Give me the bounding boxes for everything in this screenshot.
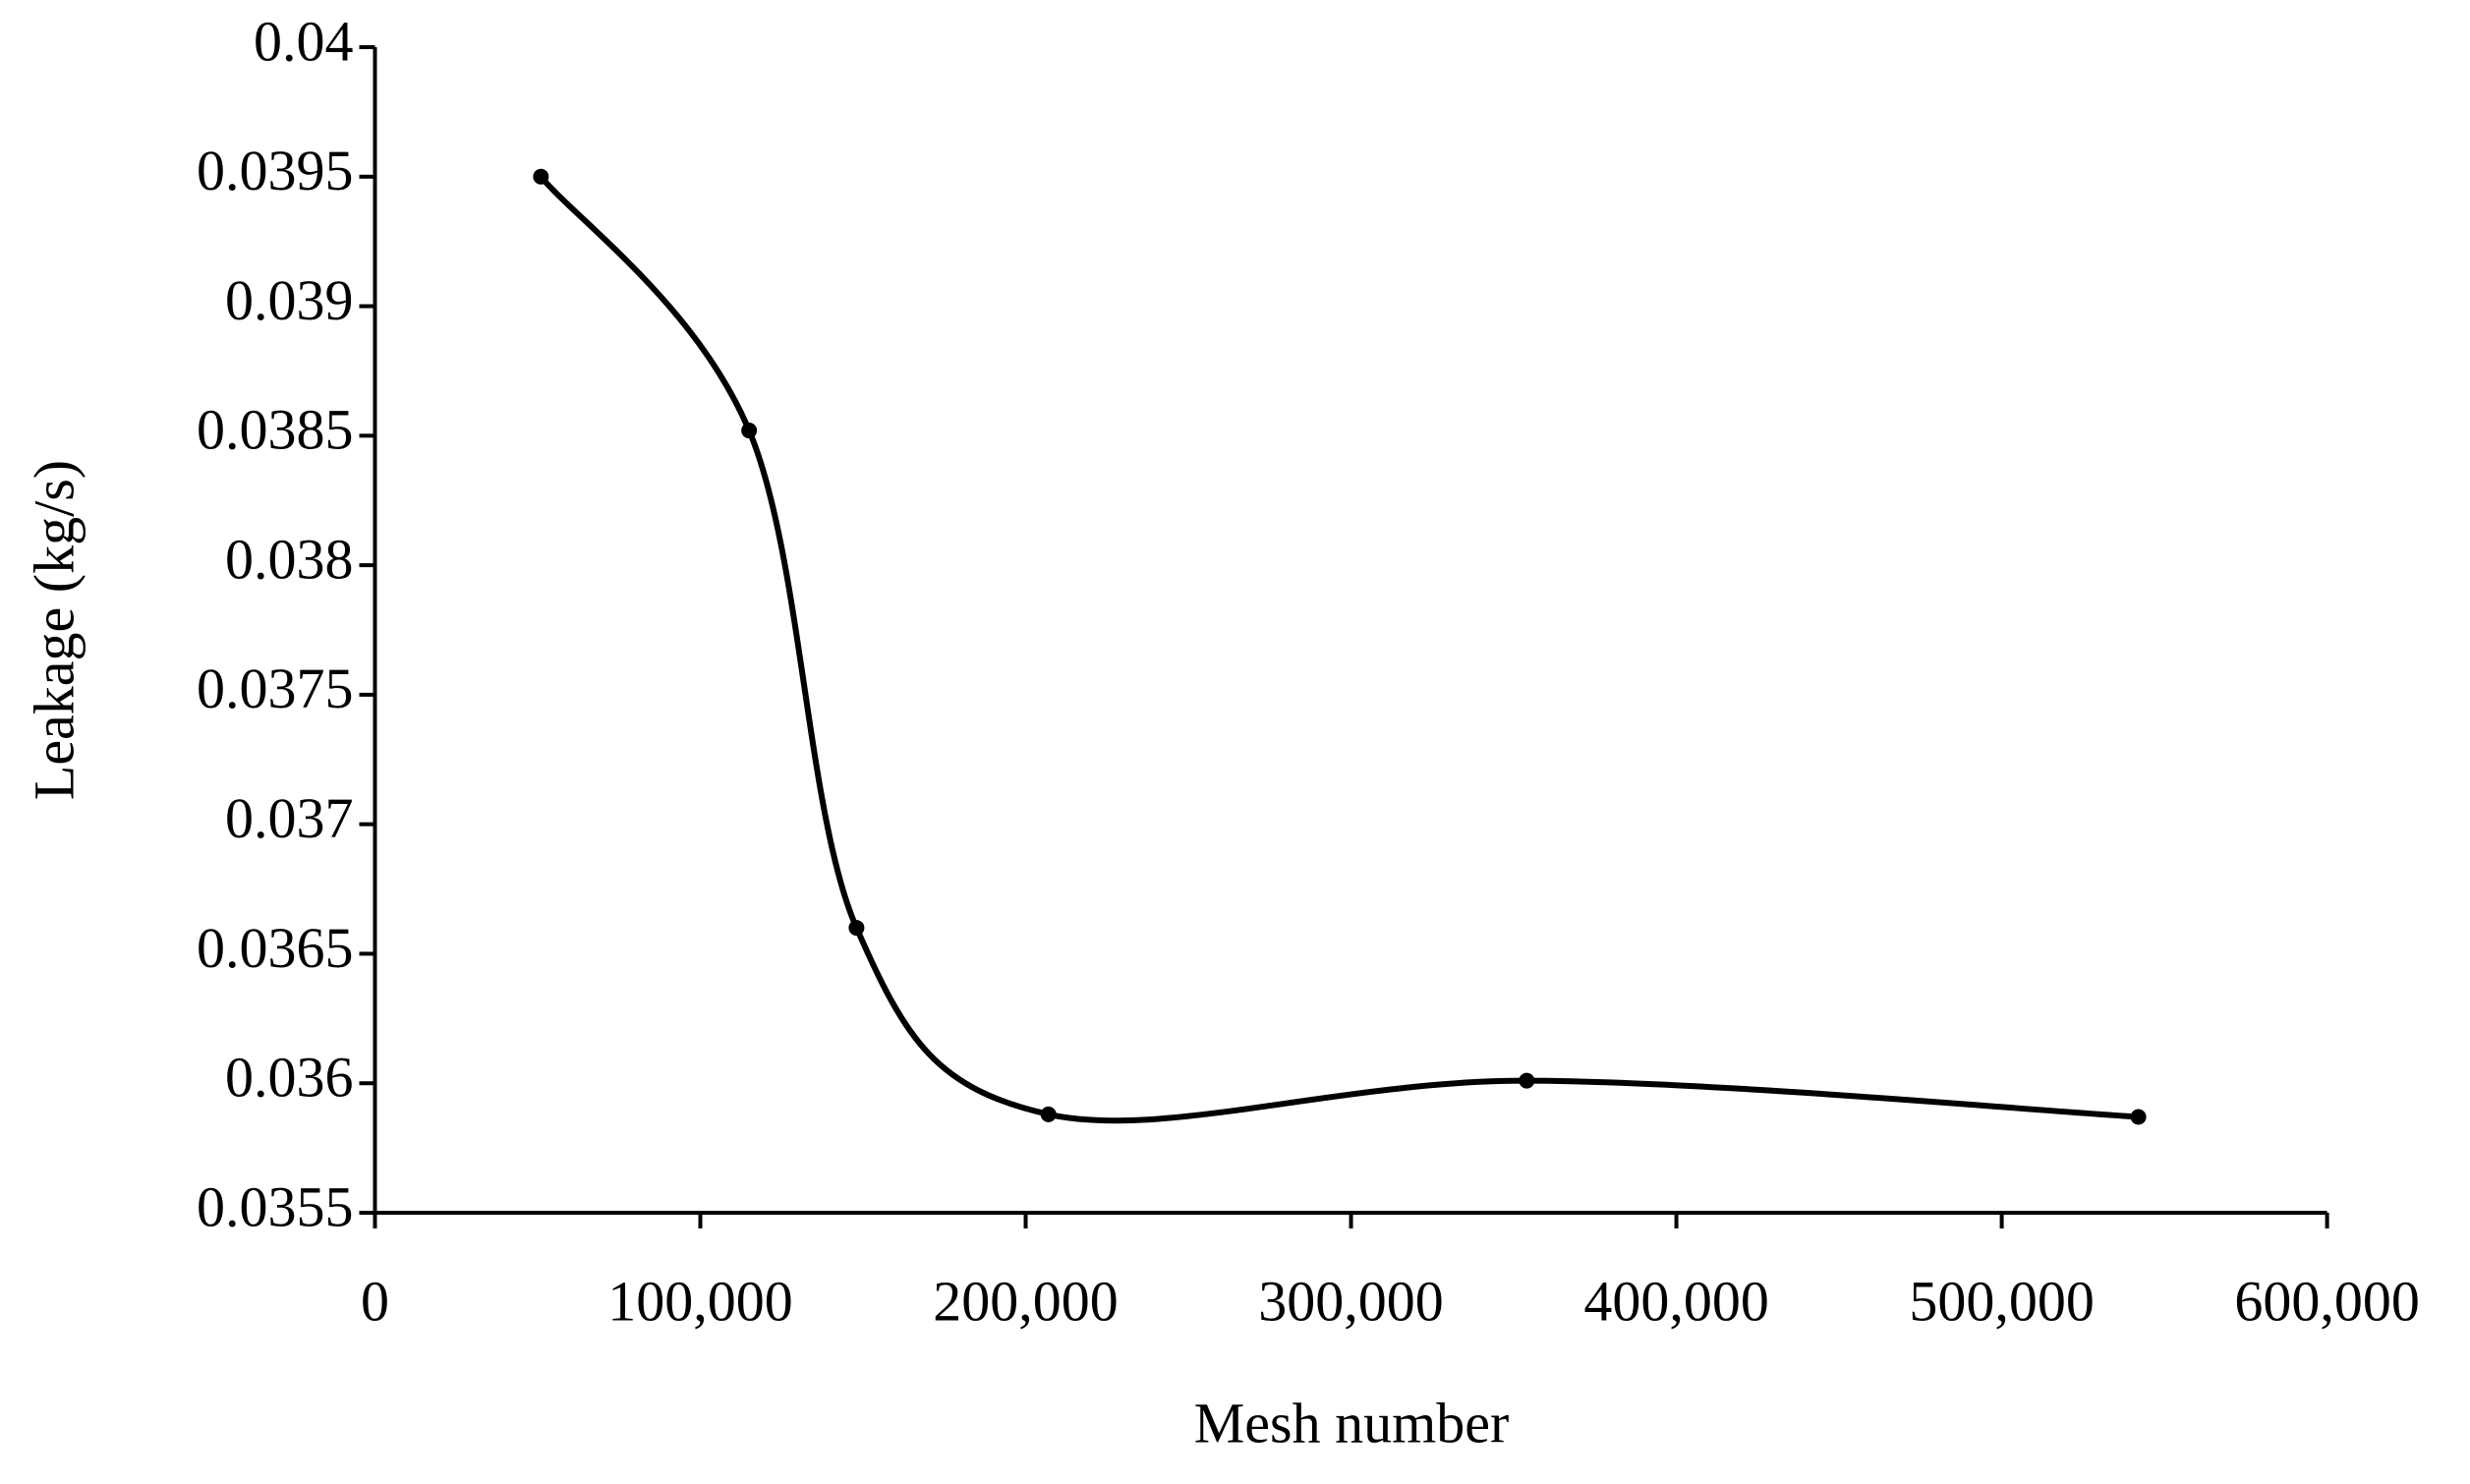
y-tick-label: 0.039	[225, 268, 354, 332]
x-tick-label: 300,000	[1258, 1269, 1444, 1333]
x-tick-label: 400,000	[1583, 1269, 1769, 1333]
y-tick-label: 0.04	[254, 9, 354, 73]
data-point	[533, 168, 549, 185]
x-tick-label: 600,000	[2234, 1269, 2420, 1333]
y-tick-label: 0.0375	[197, 656, 354, 720]
y-tick-label: 0.036	[225, 1046, 354, 1110]
x-tick-label: 100,000	[607, 1269, 793, 1333]
y-tick-label: 0.0395	[197, 139, 354, 202]
data-point	[1519, 1072, 1535, 1089]
y-axis-title: Leakage (kg/s)	[22, 460, 86, 800]
x-tick-label: 200,000	[933, 1269, 1119, 1333]
data-point	[848, 920, 865, 937]
y-tick-label: 0.0365	[197, 916, 354, 980]
data-point	[2130, 1109, 2147, 1125]
y-tick-label: 0.0355	[197, 1174, 354, 1238]
y-tick-label: 0.0385	[197, 398, 354, 462]
x-axis-title: Mesh number	[1194, 1391, 1510, 1455]
x-tick-label: 500,000	[1909, 1269, 2095, 1333]
series-line	[538, 174, 2139, 1124]
y-tick-label: 0.037	[225, 786, 354, 850]
x-tick-label: 0	[361, 1269, 389, 1333]
data-point	[1040, 1106, 1057, 1122]
y-tick-label: 0.038	[225, 527, 354, 591]
data-point	[741, 423, 758, 439]
